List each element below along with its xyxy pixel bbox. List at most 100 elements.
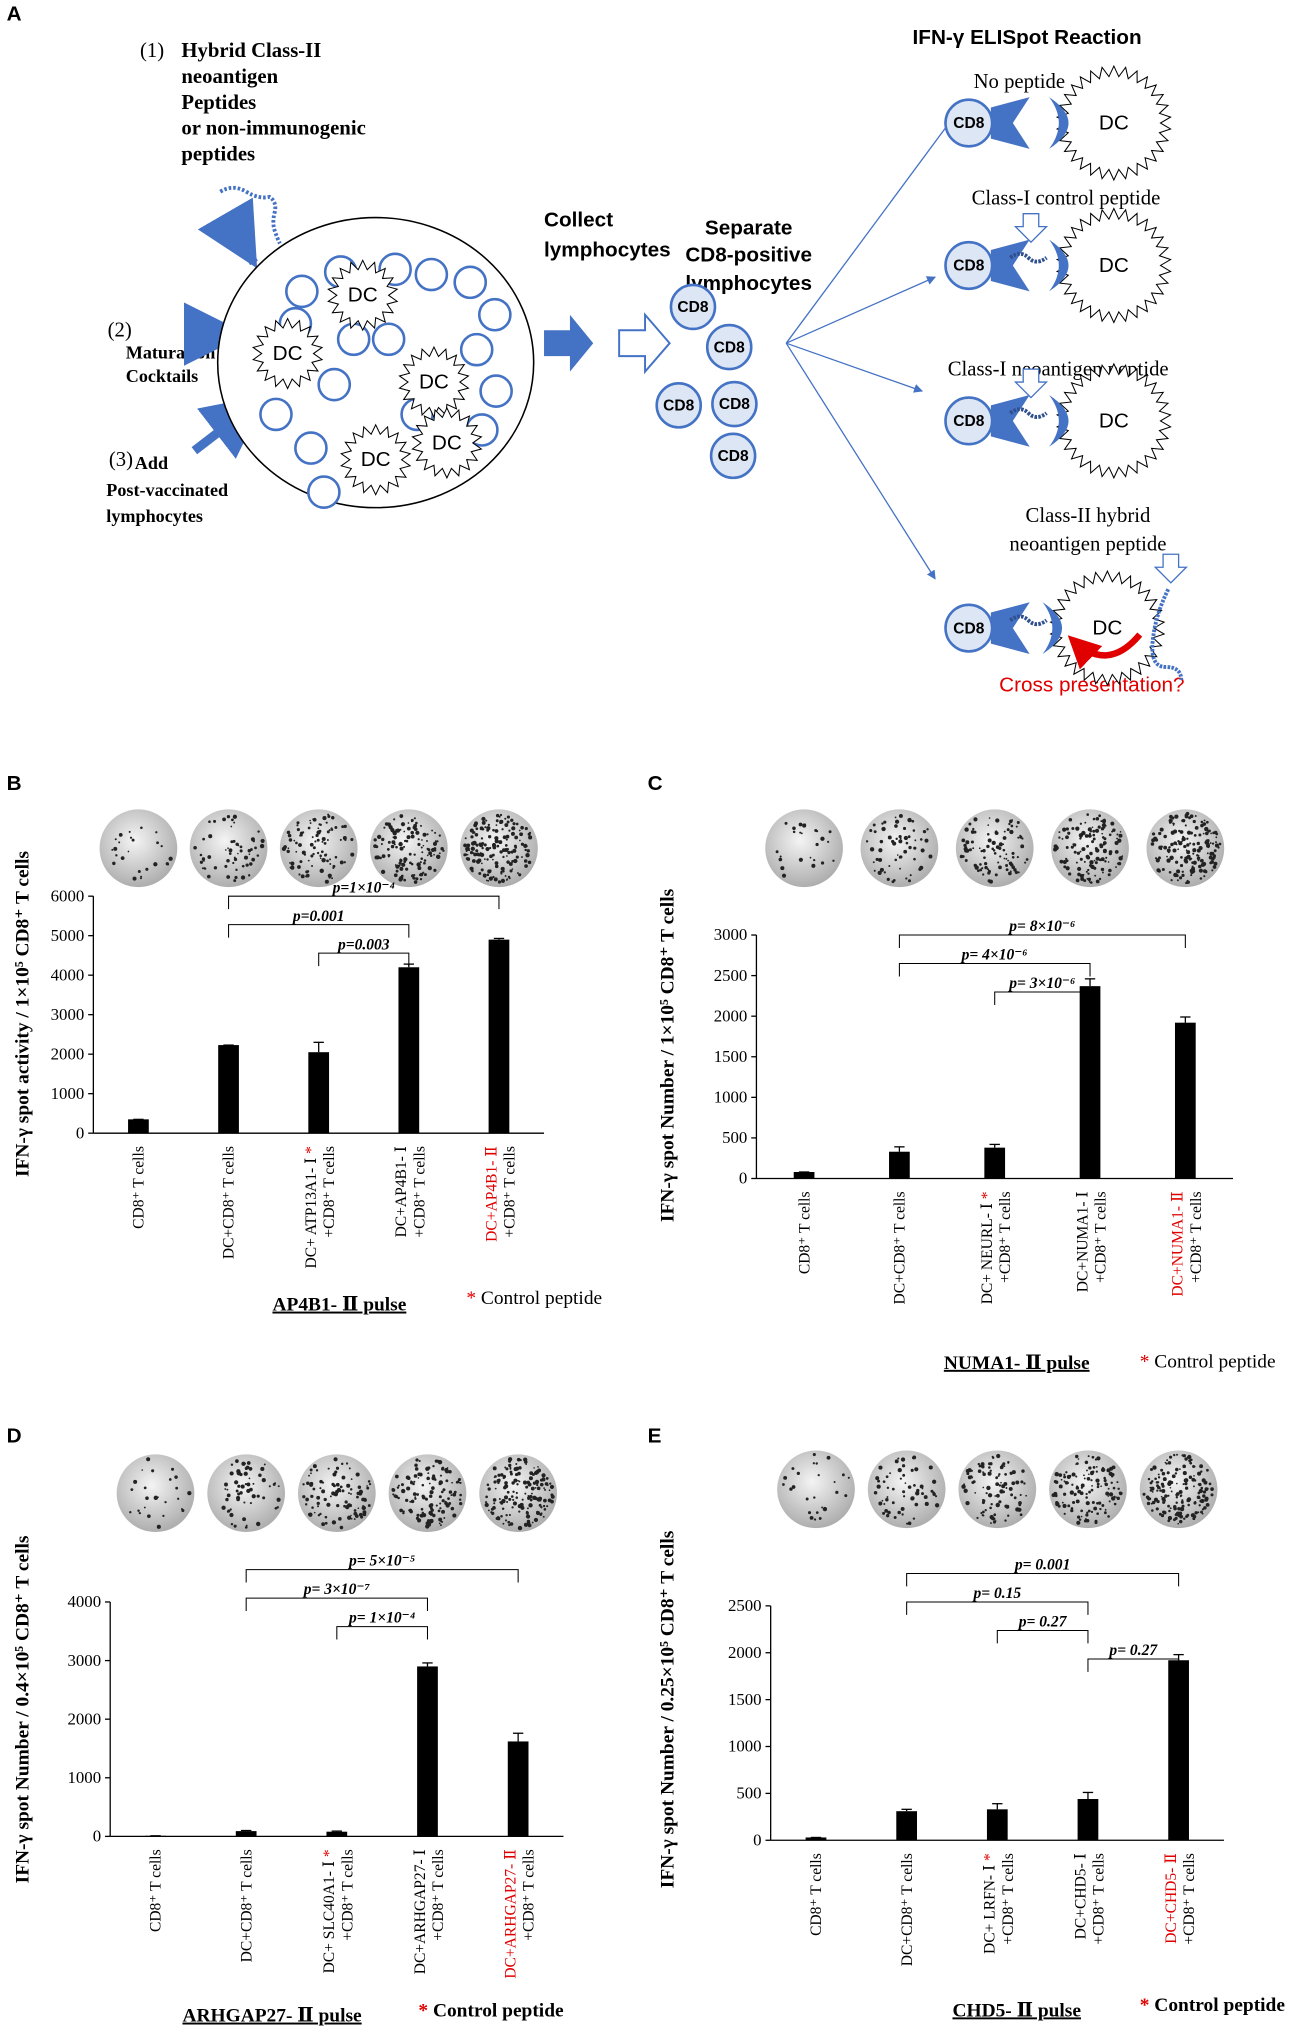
lymphocyte [317, 367, 352, 402]
y-tick-label: 1000 [728, 1737, 762, 1756]
well-spot [989, 1469, 992, 1472]
well-spot [248, 1477, 251, 1480]
well-spot [1023, 1482, 1026, 1485]
well-spot [527, 1497, 529, 1499]
well-spot [1193, 1475, 1195, 1477]
well-spot [1173, 848, 1176, 851]
significance-bracket [245, 1569, 519, 1583]
well-spot [1193, 1514, 1197, 1519]
well-spot [327, 813, 330, 816]
well-spot [496, 1478, 501, 1483]
well-spot [1090, 1510, 1094, 1513]
well-spot [1154, 1477, 1157, 1481]
well-spot [471, 859, 476, 863]
chart-title: NUMA1- Ⅱ pulse [944, 1353, 1090, 1374]
well-spot [447, 1497, 450, 1501]
bar [218, 1045, 239, 1134]
well-spot [400, 1488, 406, 1494]
well-spot [1013, 868, 1017, 872]
well-spot [1091, 840, 1095, 844]
well-spot [1194, 1511, 1198, 1515]
well-spot [441, 1509, 445, 1514]
well-spot [494, 839, 499, 844]
well-spot [1198, 864, 1202, 869]
well-spot [329, 863, 332, 865]
well-spot [908, 845, 912, 850]
well-spot [1192, 842, 1196, 846]
well-spot [398, 877, 403, 882]
well-spot [406, 1476, 410, 1480]
well-spot [316, 1495, 321, 1500]
well-spot [1169, 855, 1174, 860]
well-spot [417, 838, 420, 841]
well-spot [1083, 879, 1087, 883]
well-spot [1085, 1513, 1089, 1517]
well-spot [985, 1492, 988, 1495]
well-spot [516, 1457, 521, 1462]
well-spot [387, 840, 391, 844]
well-spot [421, 1483, 425, 1487]
well-spot [1091, 1470, 1095, 1474]
significance-bracket [996, 1629, 1089, 1644]
well-spot [1164, 1499, 1166, 1502]
well-spot [1096, 1485, 1100, 1489]
well-spot [299, 831, 304, 835]
well-spot [1082, 873, 1085, 876]
well-spot [472, 832, 474, 834]
well-spot [779, 855, 782, 858]
well-spot [203, 867, 206, 870]
well-spot [963, 1488, 968, 1493]
well-spot [1206, 852, 1209, 855]
well-spot [485, 1495, 488, 1499]
well-spot [815, 1462, 818, 1465]
well-spot [997, 861, 1000, 864]
well-spot [187, 1491, 192, 1496]
well-spot [400, 1483, 404, 1487]
well-spot [903, 849, 908, 854]
well-spot [1094, 874, 1097, 877]
well-spot [499, 821, 502, 825]
well-spot [1182, 1483, 1185, 1486]
arrow [618, 312, 671, 375]
x-tick-label: CD8⁺ T cells [808, 1853, 825, 1936]
well-spot [1024, 861, 1027, 864]
well-spot [980, 1464, 983, 1467]
well-spot [965, 846, 968, 848]
y-tick-label: 2500 [714, 966, 748, 985]
well-spot [303, 853, 307, 856]
bar [507, 1741, 529, 1837]
well-spot [990, 1522, 992, 1525]
y-tick-label: 3000 [67, 1651, 101, 1670]
well-spot [1181, 1505, 1184, 1508]
cell-label: DC [1092, 617, 1122, 640]
p-value: p= 8×10⁻⁶ [1007, 918, 1075, 935]
well-spot [295, 850, 298, 853]
well-spot [1093, 866, 1097, 870]
p-value: p= 5×10⁻⁵ [347, 1553, 415, 1570]
well-spot [298, 873, 301, 876]
y-tick-label: 5000 [51, 926, 85, 945]
well-spot [515, 1462, 518, 1465]
well-spot [987, 1493, 993, 1498]
y-tick-label: 1000 [67, 1768, 101, 1787]
well-spot [1003, 830, 1006, 833]
well-spot [1182, 1464, 1187, 1469]
well-spot [361, 1505, 366, 1511]
well-spot [139, 877, 142, 880]
well-spot [240, 875, 246, 880]
well-spot [898, 814, 903, 818]
well-spot [1107, 1495, 1110, 1497]
well-spot [478, 842, 484, 848]
well-spot [493, 1467, 496, 1470]
well-spot [1155, 1507, 1159, 1511]
well-spot [499, 813, 503, 817]
well-spot [1071, 1483, 1074, 1486]
well-spot [511, 826, 516, 831]
well-spot [505, 879, 508, 881]
well-spot [1115, 1496, 1117, 1498]
well-spot [1204, 826, 1209, 832]
well-spot [1149, 1486, 1152, 1489]
well-spot [309, 822, 312, 824]
well-spot [1087, 1455, 1090, 1458]
well-spot [1170, 1490, 1173, 1493]
